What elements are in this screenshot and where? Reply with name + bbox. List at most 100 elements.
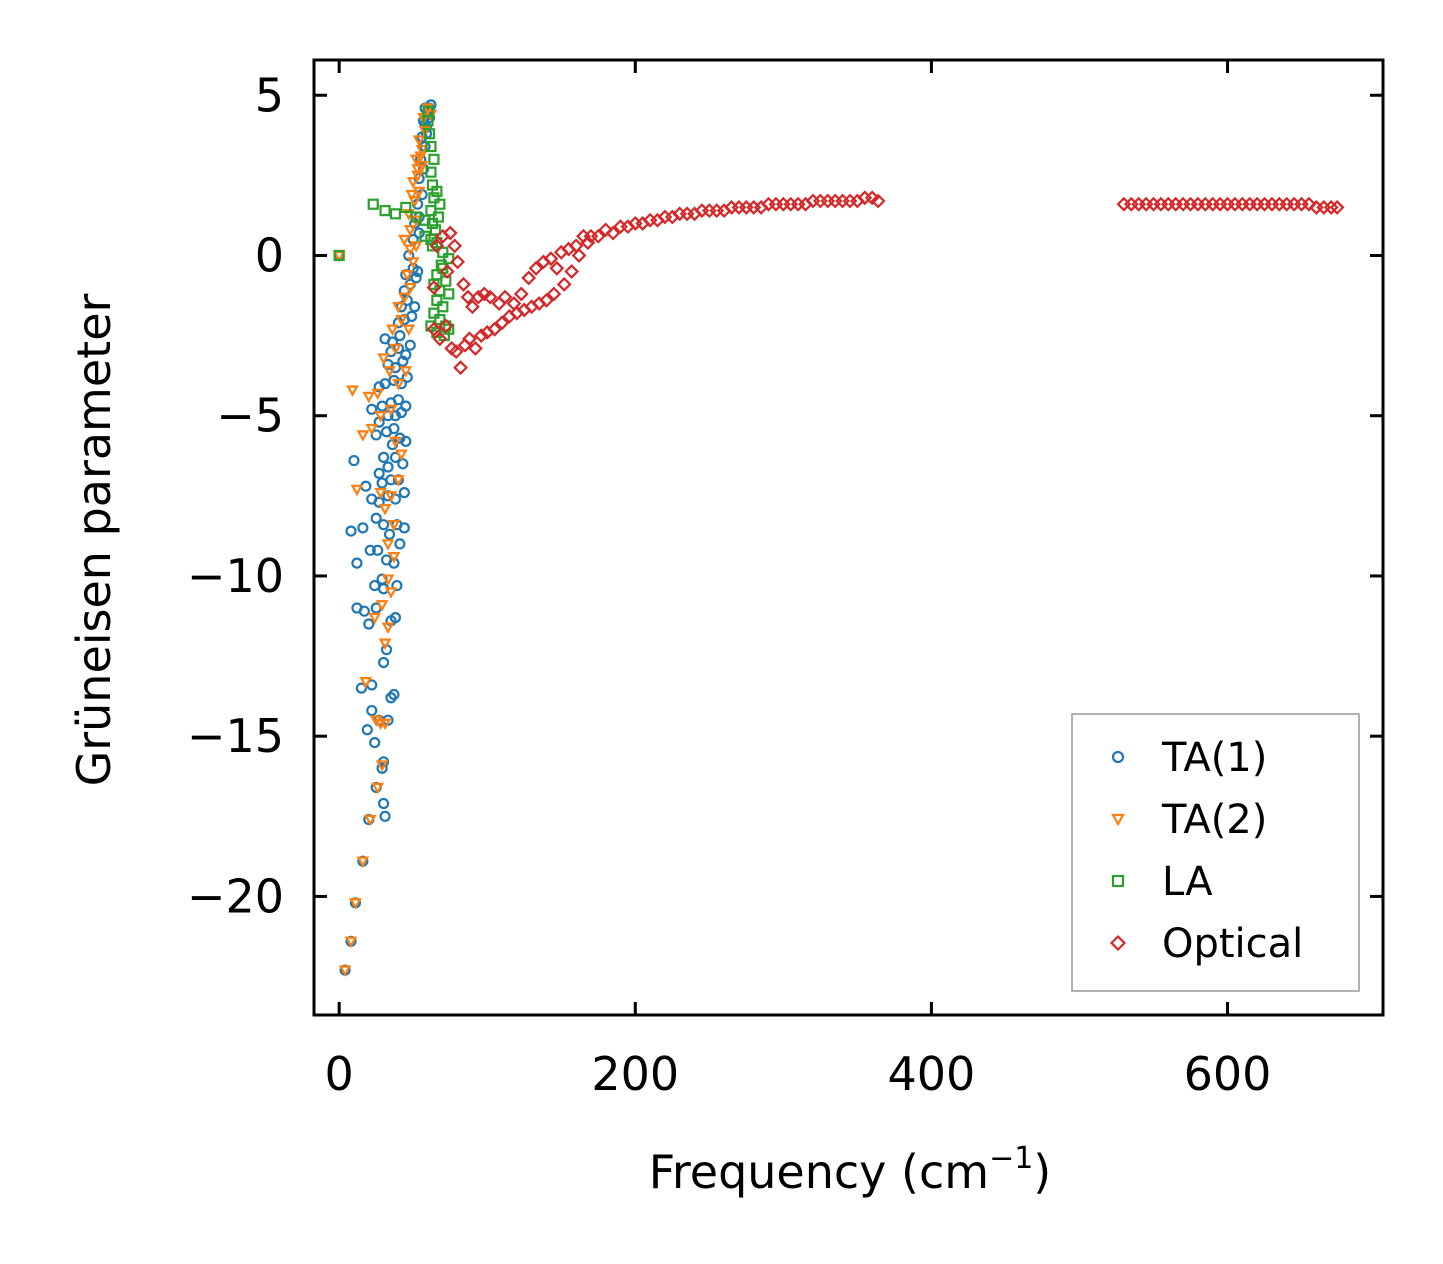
- data-point: [443, 288, 455, 300]
- data-point: [437, 301, 449, 313]
- legend-label: LA: [1162, 859, 1213, 905]
- data-point: [406, 257, 420, 269]
- data-point: [399, 366, 413, 378]
- data-point: [450, 254, 466, 270]
- data-point: [363, 618, 375, 630]
- data-point: [351, 557, 363, 569]
- data-point: [426, 217, 439, 230]
- data-point: [404, 339, 416, 351]
- data-point: [394, 330, 406, 342]
- data-point: [369, 715, 383, 727]
- data-point: [338, 965, 352, 977]
- data-point: [411, 164, 425, 176]
- data-point: [398, 522, 410, 534]
- data-point: [564, 264, 580, 279]
- data-point: [381, 574, 395, 586]
- data-point: [434, 313, 446, 326]
- data-point: [381, 622, 395, 634]
- data-point: [421, 103, 435, 115]
- data-point: [392, 302, 405, 314]
- data-point: [371, 782, 385, 795]
- data-point: [432, 211, 444, 223]
- data-point: [397, 234, 411, 247]
- data-point: [429, 224, 442, 236]
- data-point: [350, 484, 364, 497]
- data-point: [364, 544, 376, 556]
- legend-item: TA(2): [1111, 797, 1267, 843]
- data-point: [394, 449, 408, 461]
- data-point: [438, 318, 454, 334]
- data-point: [357, 522, 369, 534]
- data-point: [333, 249, 345, 262]
- data-point: [398, 487, 410, 499]
- data-point: [546, 286, 562, 302]
- data-point: [370, 512, 382, 524]
- data-point: [400, 349, 412, 361]
- data-point: [377, 451, 390, 463]
- data-point: [437, 246, 449, 258]
- y-tick-label: 5: [255, 68, 284, 122]
- data-point: [428, 153, 440, 165]
- data-point: [359, 677, 373, 689]
- data-point: [346, 385, 359, 397]
- data-point: [406, 177, 420, 189]
- data-point: [494, 315, 510, 331]
- data-point: [403, 282, 417, 295]
- data-point: [590, 228, 606, 244]
- data-point: [362, 391, 376, 404]
- data-point: [426, 280, 442, 295]
- data-point: [400, 435, 412, 447]
- data-point: [443, 253, 455, 265]
- data-point: [386, 324, 399, 336]
- data-point: [403, 244, 417, 256]
- data-point: [409, 241, 423, 253]
- data-point: [423, 128, 436, 140]
- data-point: [369, 579, 381, 592]
- data-point: [405, 189, 419, 202]
- data-point: [434, 198, 446, 210]
- plot-frame: [312, 58, 1385, 1017]
- legend-frame: [1071, 713, 1360, 992]
- data-point: [439, 264, 455, 279]
- data-point: [397, 292, 411, 304]
- data-point: [409, 301, 421, 313]
- legend-label: Optical: [1162, 921, 1303, 967]
- legend-item: Optical: [1109, 921, 1303, 967]
- data-point: [384, 491, 398, 503]
- data-point: [1329, 200, 1345, 215]
- data-point: [377, 797, 390, 810]
- data-point: [389, 612, 402, 624]
- data-point: [356, 856, 370, 868]
- data-point: [539, 292, 554, 308]
- data-point: [412, 135, 426, 147]
- data-point: [403, 225, 417, 237]
- data-point: [348, 454, 360, 467]
- data-points: [332, 99, 1345, 977]
- data-point: [406, 310, 418, 322]
- data-point: [394, 538, 406, 550]
- data-point: [366, 403, 378, 415]
- data-point: [366, 704, 378, 717]
- data-point: [413, 227, 425, 239]
- data-point: [487, 321, 503, 337]
- data-point: [372, 544, 384, 556]
- data-point: [428, 278, 440, 290]
- data-point: [388, 422, 400, 435]
- legend-label: TA(2): [1161, 797, 1267, 843]
- data-point: [394, 314, 408, 327]
- legend-marker: [1109, 934, 1127, 952]
- data-point: [397, 355, 409, 367]
- data-point: [371, 388, 385, 401]
- series-optical: [426, 190, 1345, 376]
- data-point: [409, 154, 423, 167]
- data-point: [432, 331, 448, 347]
- data-point: [361, 724, 373, 736]
- data-point: [425, 166, 437, 178]
- data-point: [549, 260, 565, 276]
- data-point: [442, 225, 458, 241]
- data-point: [521, 270, 537, 286]
- data-point: [365, 423, 379, 436]
- legend-item: LA: [1111, 859, 1213, 905]
- x-tick-label: 400: [888, 1047, 976, 1101]
